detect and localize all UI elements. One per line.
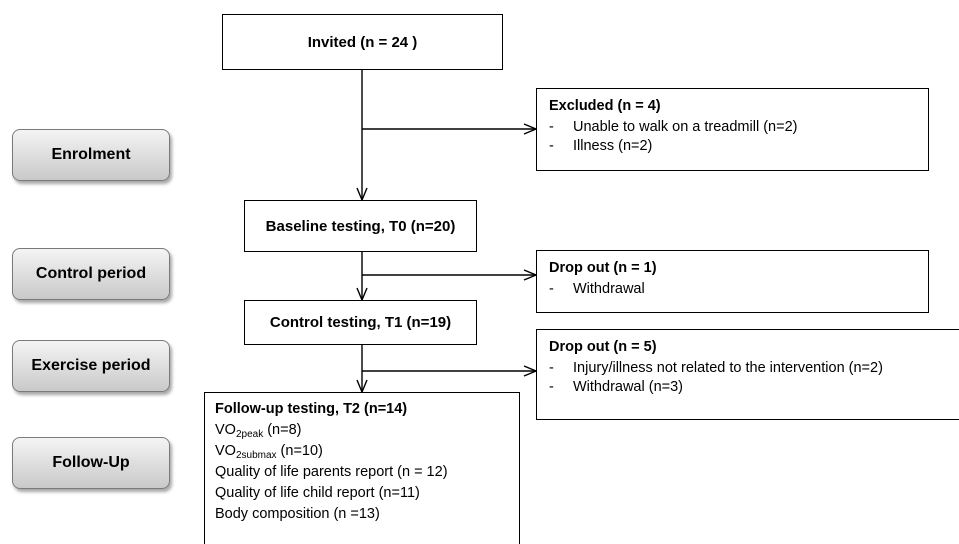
follow-up-title: Follow-up testing, T2 (n=14) [215, 401, 408, 417]
list-item: - Illness (n=2) [549, 138, 653, 154]
phase-enrolment: Enrolment [12, 129, 170, 181]
vo2submax-line: VO2submax (n=10) [215, 443, 323, 461]
list-item: - Injury/illness not related to the inter… [549, 360, 883, 376]
phase-follow-up: Follow-Up [12, 437, 170, 489]
dropout-2-box: Drop out (n = 5) - Injury/illness not rel… [536, 329, 959, 420]
list-item: - Withdrawal (n=3) [549, 379, 683, 395]
excluded-box: Excluded (n = 4) - Unable to walk on a tr… [536, 88, 929, 171]
list-item: - Unable to walk on a treadmill (n=2) [549, 119, 798, 135]
baseline-testing-box: Baseline testing, T0 (n=20) [244, 200, 477, 252]
follow-up-testing-box: Follow-up testing, T2 (n=14) VO2peak (n=… [204, 392, 520, 544]
vo2peak-line: VO2peak (n=8) [215, 422, 302, 440]
dropout-1-title: Drop out (n = 1) [549, 260, 657, 276]
body-composition-line: Body composition (n =13) [215, 506, 380, 522]
excluded-title: Excluded (n = 4) [549, 98, 661, 114]
list-item: - Withdrawal [549, 281, 645, 297]
dropout-1-box: Drop out (n = 1) - Withdrawal [536, 250, 929, 313]
invited-box: Invited (n = 24 ) [222, 14, 503, 70]
phase-exercise-period: Exercise period [12, 340, 170, 392]
phase-control-period: Control period [12, 248, 170, 300]
qol-child-line: Quality of life child report (n=11) [215, 485, 420, 501]
control-testing-box: Control testing, T1 (n=19) [244, 300, 477, 345]
qol-parents-line: Quality of life parents report (n = 12) [215, 464, 448, 480]
dropout-2-title: Drop out (n = 5) [549, 339, 657, 355]
